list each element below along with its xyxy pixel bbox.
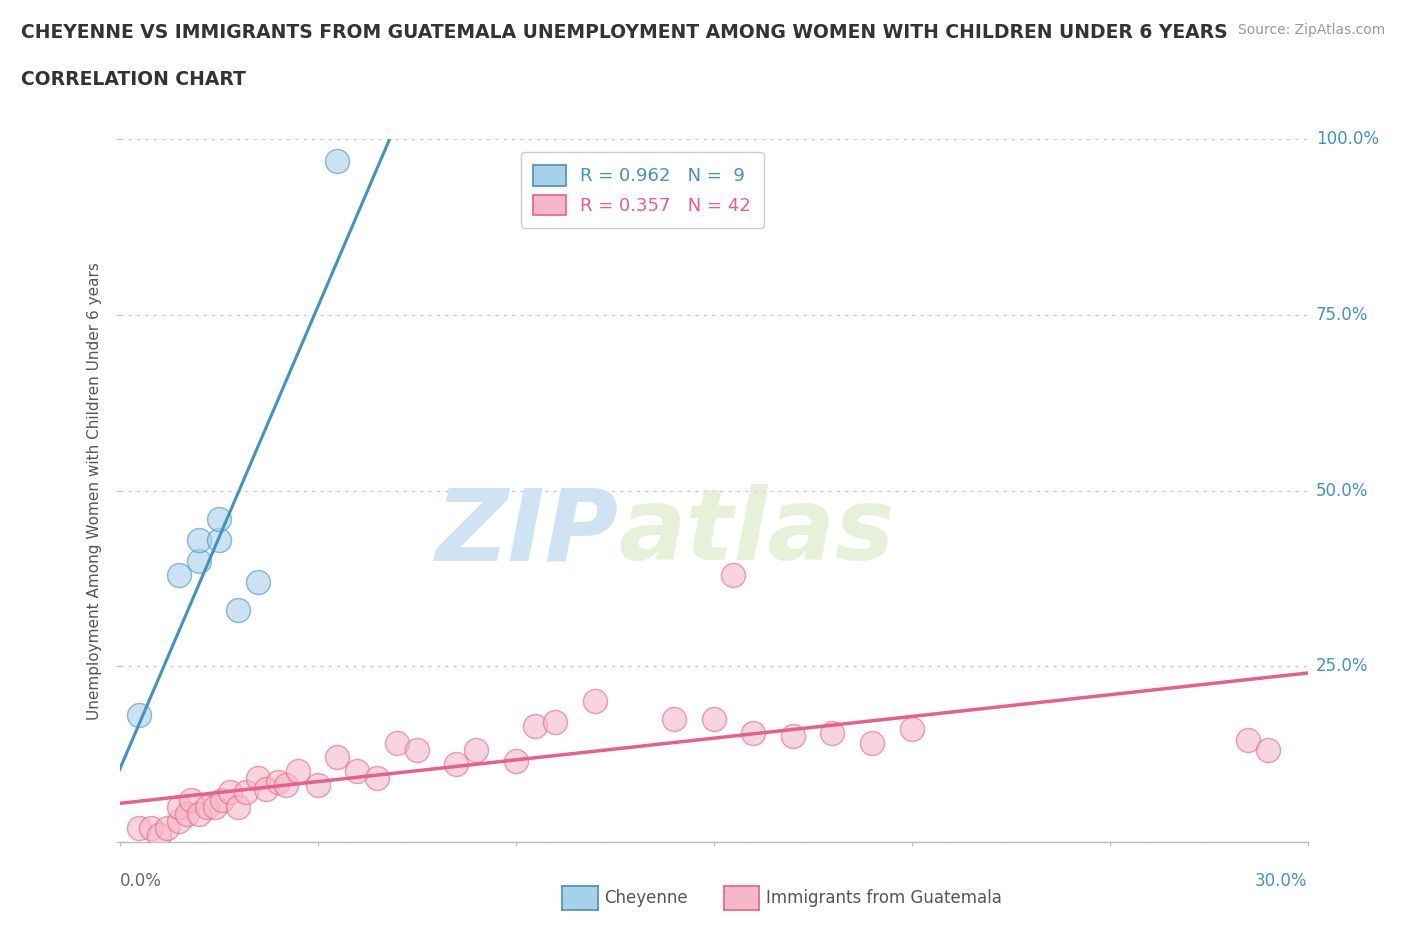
Point [128, 820, 150, 835]
Point [176, 806, 198, 821]
Text: atlas: atlas [619, 485, 896, 581]
Point [247, 771, 270, 786]
Point [307, 778, 329, 793]
Point [228, 799, 250, 814]
Point [346, 764, 368, 779]
Text: CORRELATION CHART: CORRELATION CHART [21, 70, 246, 88]
Point [860, 736, 883, 751]
Point [247, 575, 270, 590]
Text: CHEYENNE VS IMMIGRANTS FROM GUATEMALA UNEMPLOYMENT AMONG WOMEN WITH CHILDREN UND: CHEYENNE VS IMMIGRANTS FROM GUATEMALA UN… [21, 23, 1227, 42]
Point [180, 792, 202, 807]
Point [900, 722, 922, 737]
Text: 100.0%: 100.0% [1316, 130, 1379, 149]
Point [326, 153, 349, 168]
Point [702, 711, 725, 726]
Point [219, 785, 242, 800]
Point [366, 771, 388, 786]
Point [662, 711, 685, 726]
Point [148, 827, 170, 842]
Point [204, 799, 226, 814]
Point [1257, 743, 1279, 758]
Point [524, 718, 547, 733]
Point [167, 567, 190, 582]
Point [187, 553, 209, 568]
Point [287, 764, 309, 779]
Point [274, 778, 297, 793]
Text: 25.0%: 25.0% [1316, 658, 1368, 675]
Text: 0.0%: 0.0% [120, 872, 162, 890]
Legend: R = 0.962   N =  9, R = 0.357   N = 42: R = 0.962 N = 9, R = 0.357 N = 42 [520, 152, 763, 228]
Text: 30.0%: 30.0% [1256, 872, 1308, 890]
Point [723, 567, 745, 582]
Text: ZIP: ZIP [436, 485, 619, 581]
Y-axis label: Unemployment Among Women with Children Under 6 years: Unemployment Among Women with Children U… [87, 261, 103, 720]
Text: Cheyenne: Cheyenne [605, 889, 688, 908]
Point [141, 820, 163, 835]
Point [235, 785, 257, 800]
Point [742, 725, 765, 740]
Point [1237, 733, 1260, 748]
Point [405, 743, 427, 758]
Point [254, 781, 277, 796]
Text: 75.0%: 75.0% [1316, 306, 1368, 324]
Point [583, 694, 606, 709]
Point [326, 750, 349, 764]
Text: Source: ZipAtlas.com: Source: ZipAtlas.com [1237, 23, 1385, 37]
Point [544, 715, 567, 730]
Point [228, 603, 250, 618]
Point [187, 532, 209, 547]
Point [385, 736, 408, 751]
Point [505, 753, 527, 768]
Point [207, 532, 229, 547]
Point [128, 708, 150, 723]
Point [444, 757, 467, 772]
Point [187, 806, 209, 821]
Point [464, 743, 488, 758]
Point [167, 813, 190, 828]
Point [211, 792, 233, 807]
Point [195, 799, 218, 814]
Point [167, 799, 190, 814]
Text: Immigrants from Guatemala: Immigrants from Guatemala [766, 889, 1002, 908]
Text: 50.0%: 50.0% [1316, 482, 1368, 499]
Point [207, 512, 229, 526]
Point [156, 820, 179, 835]
Point [267, 775, 290, 790]
Point [782, 729, 804, 744]
Point [821, 725, 844, 740]
